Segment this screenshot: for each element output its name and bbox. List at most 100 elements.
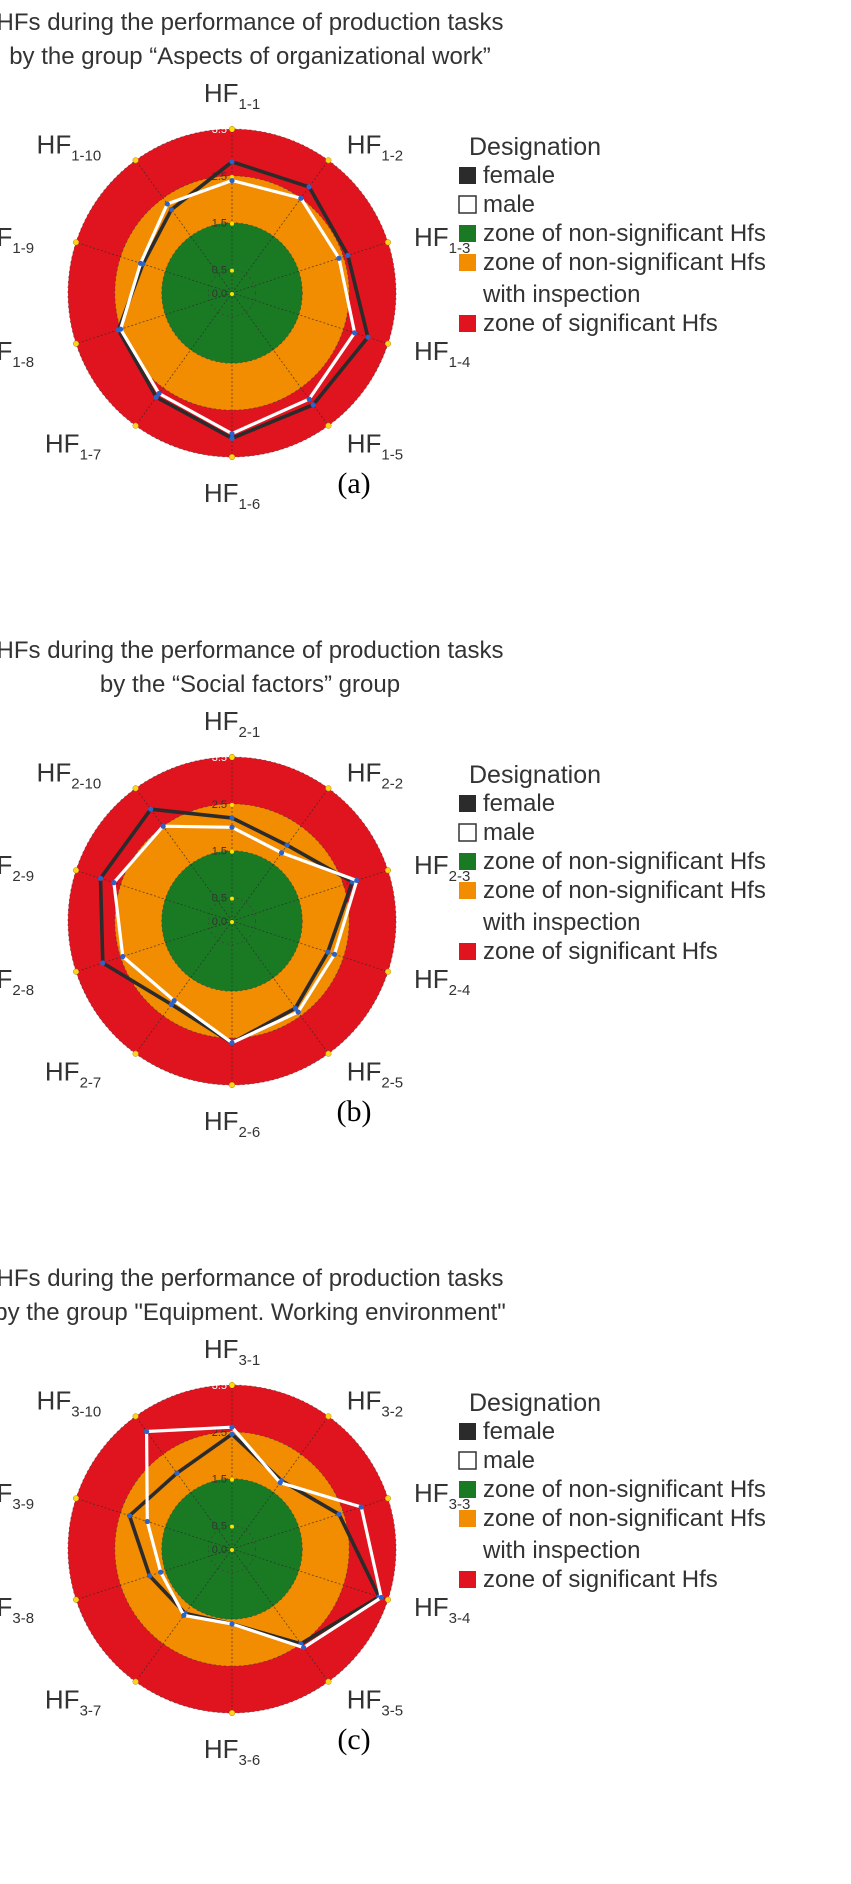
legend-label: zone of significant Hfs [483, 1566, 718, 1593]
chart-title-line: HFs during the performance of production… [0, 9, 503, 36]
radial-tick-label: 1.5 [212, 846, 227, 858]
legend-label: zone of significant Hfs [483, 938, 718, 965]
axis-label-subscript: 1-8 [12, 354, 34, 371]
data-point-female [168, 207, 175, 213]
legend-swatch [458, 1451, 477, 1470]
axis-spoke [231, 920, 329, 1054]
radial-tick-dot [230, 292, 234, 296]
data-point-male [120, 953, 126, 960]
legend-label: zone of non-significant Hfs [483, 1476, 766, 1503]
grid-ring [208, 897, 256, 945]
axis-label-subscript: 3-1 [238, 1352, 260, 1369]
legend-swatch [459, 853, 476, 870]
data-point-female [153, 394, 159, 400]
axis-label-subscript: 3-9 [12, 1496, 34, 1513]
legend-label: zone of non-significant Hfs [483, 249, 766, 276]
axis-end-dot [325, 157, 332, 164]
legend-swatch [459, 795, 476, 812]
axis-label: HF3-4 [414, 1592, 470, 1627]
radial-tick-dot [230, 1384, 234, 1388]
radial-tick-dot [230, 802, 234, 807]
axis-label: HF2-5 [347, 1057, 403, 1092]
data-point-female [284, 842, 290, 848]
axis-label: HF3-5 [347, 1685, 403, 1720]
data-point-female [229, 815, 235, 821]
data-point-female [229, 435, 235, 441]
data-point-female [126, 1513, 133, 1519]
legend-swatch [459, 1481, 476, 1498]
axis-end-dot [384, 867, 392, 874]
axis-end-dot [384, 1596, 392, 1603]
axis-end-dot [228, 1709, 236, 1717]
data-point-male [156, 390, 162, 397]
axis-label-subscript: 3-7 [80, 1703, 102, 1720]
radial-tick-label: 2.5 [212, 1427, 227, 1439]
data-point-male [354, 877, 360, 884]
axis-label: HF3-8 [0, 1592, 34, 1627]
axis-end-dot [132, 785, 139, 792]
figure-caption: (a) [337, 467, 370, 500]
data-point-female [292, 1005, 298, 1011]
legend-label: female [483, 162, 555, 189]
legend-label: zone of non-significant Hfs [483, 877, 766, 904]
axis-label: HF2-9 [0, 850, 34, 885]
chart-panel-a: HFs during the performance of production… [0, 0, 851, 628]
radial-tick-dot [230, 1524, 234, 1529]
axis-spoke [231, 920, 389, 973]
data-point-female [229, 159, 235, 165]
axis-label: HF3-9 [0, 1478, 34, 1513]
chart-title-line: by the group “Aspects of organizational … [9, 43, 491, 70]
axis-label-subscript: 1-10 [71, 147, 101, 164]
axis-label: HF1-7 [45, 429, 101, 464]
axis-spoke [231, 292, 389, 345]
legend-swatch [459, 167, 476, 184]
axis-label-subscript: 1-2 [381, 147, 403, 164]
axis-end-dot [72, 1495, 80, 1502]
data-point-male [306, 396, 312, 402]
axis-label-subscript: 2-2 [381, 775, 403, 792]
legend-heading: Designation [469, 133, 601, 161]
axis-label: HF1-1 [204, 78, 260, 113]
axis-end-dot [72, 239, 80, 246]
radial-tick-label: 0.0 [212, 288, 227, 300]
legend-heading: Designation [469, 1389, 601, 1417]
axis-label: HF3-7 [45, 1685, 101, 1720]
legend-label: with inspection [482, 1537, 640, 1564]
data-point-male [117, 326, 124, 332]
legend-swatch [459, 1510, 476, 1527]
axis-label-subscript: 2-5 [381, 1075, 403, 1092]
axis-label: HF1-4 [414, 336, 470, 371]
axis-end-dot [72, 340, 80, 347]
data-point-male [229, 1424, 235, 1430]
axis-label-subscript: 1-7 [80, 447, 102, 464]
grid-ring [67, 756, 397, 1086]
axis-label-subscript: 3-2 [381, 1403, 403, 1420]
axis-label: HF3-2 [347, 1385, 403, 1420]
data-point-male [378, 1594, 384, 1601]
axis-label-subscript: 3-5 [381, 1703, 403, 1720]
data-point-male [160, 823, 166, 829]
legend-label: male [483, 1447, 535, 1474]
radial-tick-dot [230, 174, 234, 179]
chart-panel-b: HFs during the performance of production… [0, 628, 851, 1256]
axis-end-dot [325, 785, 332, 792]
data-point-male [277, 1480, 283, 1486]
radial-tick-dot [230, 756, 234, 760]
axis-label-subscript: 2-4 [449, 982, 471, 999]
axis-end-dot [132, 1050, 139, 1057]
axis-spoke [75, 292, 233, 345]
data-point-female [168, 1001, 175, 1007]
radial-tick-dot [230, 268, 234, 273]
axis-spoke [231, 1548, 329, 1682]
data-point-male [301, 1644, 307, 1651]
axis-spoke [75, 1548, 233, 1601]
axis-end-dot [132, 157, 139, 164]
axis-label-subscript: 1-1 [238, 96, 260, 113]
radial-tick-label: 2.5 [212, 799, 227, 811]
data-point-male [229, 177, 235, 184]
data-point-female [336, 1511, 342, 1517]
axis-label-subscript: 2-8 [12, 982, 34, 999]
axis-label: HF2-8 [0, 964, 34, 999]
radial-tick-label: 0.5 [212, 1521, 227, 1533]
axis-label-subscript: 3-6 [238, 1752, 260, 1769]
